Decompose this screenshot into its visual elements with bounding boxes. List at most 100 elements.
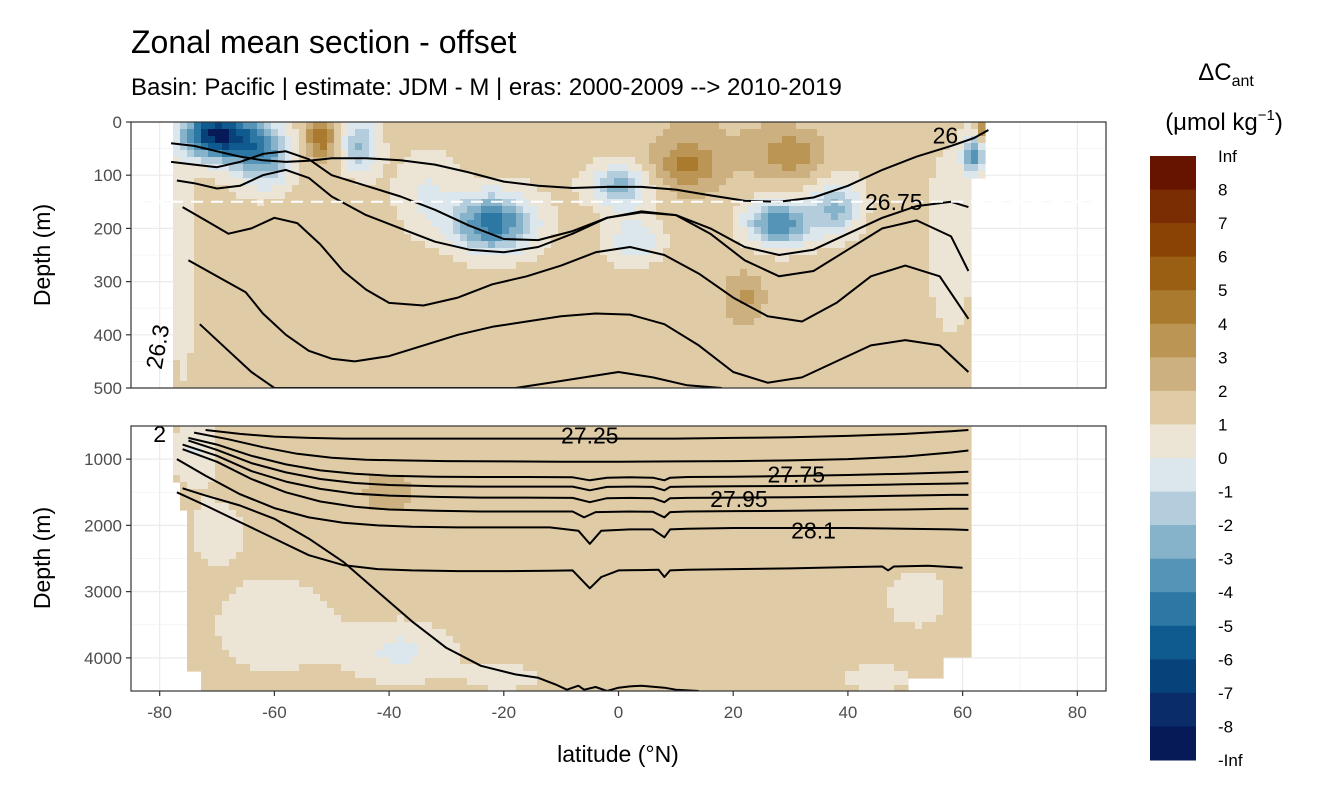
field-cell bbox=[656, 346, 664, 354]
field-cell bbox=[299, 262, 307, 270]
field-cell bbox=[180, 262, 188, 270]
field-cell bbox=[782, 213, 790, 221]
field-cell bbox=[866, 150, 874, 158]
field-cell bbox=[859, 241, 867, 249]
field-cell bbox=[649, 213, 657, 221]
field-cell bbox=[789, 164, 797, 172]
field-cell bbox=[922, 290, 930, 298]
field-cell bbox=[292, 248, 300, 256]
field-cell bbox=[614, 164, 622, 172]
field-cell bbox=[649, 283, 657, 291]
field-cell bbox=[768, 283, 776, 291]
field-cell bbox=[824, 346, 832, 354]
field-cell bbox=[586, 248, 594, 256]
field-cell bbox=[173, 332, 181, 340]
field-cell bbox=[292, 129, 300, 137]
field-cell bbox=[698, 290, 706, 298]
field-cell bbox=[915, 227, 923, 235]
field-cell bbox=[565, 129, 573, 137]
field-cell bbox=[222, 206, 230, 214]
field-cell bbox=[712, 353, 720, 361]
field-cell bbox=[523, 220, 531, 228]
field-cell bbox=[446, 178, 454, 186]
field-cell bbox=[593, 304, 601, 312]
field-cell bbox=[677, 367, 685, 375]
field-cell bbox=[929, 164, 937, 172]
field-cell bbox=[222, 185, 230, 193]
field-cell bbox=[642, 269, 650, 277]
field-cell bbox=[432, 346, 440, 354]
field-cell bbox=[320, 290, 328, 298]
field-cell bbox=[446, 297, 454, 305]
field-cell bbox=[530, 150, 538, 158]
field-cell bbox=[236, 496, 244, 504]
field-cell bbox=[964, 248, 972, 256]
field-cell bbox=[705, 171, 713, 179]
field-cell bbox=[481, 332, 489, 340]
field-cell bbox=[187, 248, 195, 256]
field-cell bbox=[516, 192, 524, 200]
field-cell bbox=[334, 143, 342, 151]
field-cell bbox=[824, 192, 832, 200]
field-cell bbox=[264, 608, 272, 616]
field-cell bbox=[229, 192, 237, 200]
field-cell bbox=[369, 206, 377, 214]
field-cell bbox=[201, 346, 209, 354]
field-cell bbox=[516, 325, 524, 333]
field-cell bbox=[635, 262, 643, 270]
field-cell bbox=[376, 262, 384, 270]
field-cell bbox=[789, 353, 797, 361]
field-cell bbox=[551, 213, 559, 221]
field-cell bbox=[474, 255, 482, 263]
field-cell bbox=[642, 234, 650, 242]
field-cell bbox=[677, 374, 685, 382]
field-cell bbox=[593, 220, 601, 228]
field-cell bbox=[446, 136, 454, 144]
field-cell bbox=[201, 559, 209, 567]
field-cell bbox=[670, 178, 678, 186]
field-cell bbox=[278, 559, 286, 567]
field-cell bbox=[292, 143, 300, 151]
field-cell bbox=[404, 262, 412, 270]
field-cell bbox=[936, 157, 944, 165]
field-cell bbox=[250, 601, 258, 609]
field-cell bbox=[432, 185, 440, 193]
field-cell bbox=[488, 318, 496, 326]
field-cell bbox=[194, 636, 202, 644]
field-cell bbox=[467, 157, 475, 165]
field-cell bbox=[418, 290, 426, 298]
field-cell bbox=[628, 339, 636, 347]
field-cell bbox=[243, 171, 251, 179]
field-cell bbox=[334, 150, 342, 158]
field-cell bbox=[621, 248, 629, 256]
field-cell bbox=[243, 587, 251, 595]
field-cell bbox=[341, 241, 349, 249]
field-cell bbox=[229, 636, 237, 644]
field-cell bbox=[691, 276, 699, 284]
field-cell bbox=[915, 129, 923, 137]
field-cell bbox=[278, 234, 286, 242]
field-cell bbox=[236, 241, 244, 249]
field-cell bbox=[250, 367, 258, 375]
field-cell bbox=[264, 643, 272, 651]
field-cell bbox=[936, 276, 944, 284]
field-cell bbox=[523, 325, 531, 333]
field-cell bbox=[677, 241, 685, 249]
field-cell bbox=[180, 433, 188, 441]
field-cell bbox=[845, 381, 853, 388]
field-cell bbox=[320, 311, 328, 319]
field-cell bbox=[530, 178, 538, 186]
field-cell bbox=[677, 178, 685, 186]
field-cell bbox=[817, 297, 825, 305]
field-cell bbox=[327, 157, 335, 165]
field-cell bbox=[516, 367, 524, 375]
field-cell bbox=[313, 150, 321, 158]
field-cell bbox=[502, 157, 510, 165]
field-cell bbox=[278, 318, 286, 326]
field-cell bbox=[859, 360, 867, 368]
field-cell bbox=[726, 129, 734, 137]
field-cell bbox=[705, 122, 713, 130]
field-cell bbox=[901, 136, 909, 144]
field-cell bbox=[453, 381, 461, 388]
field-cell bbox=[530, 297, 538, 305]
